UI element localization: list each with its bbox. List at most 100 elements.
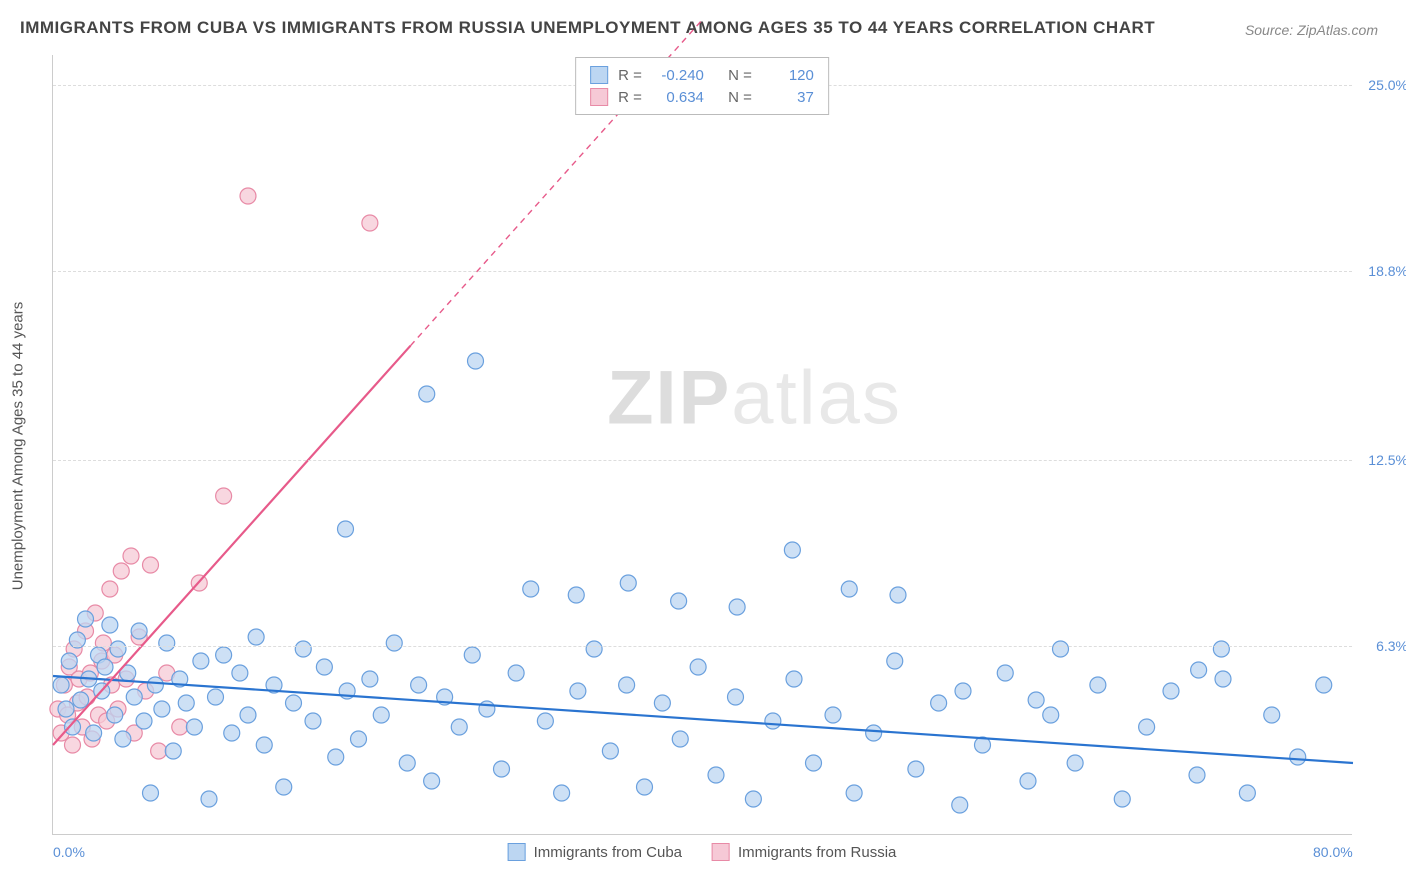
data-point: [523, 581, 539, 597]
data-point: [115, 731, 131, 747]
data-point: [276, 779, 292, 795]
data-point: [570, 683, 586, 699]
data-point: [316, 659, 332, 675]
y-tick-label: 18.8%: [1358, 263, 1406, 279]
data-point: [61, 653, 77, 669]
data-point: [419, 386, 435, 402]
data-point: [1215, 671, 1231, 687]
data-point: [806, 755, 822, 771]
y-axis-label: Unemployment Among Ages 35 to 44 years: [10, 302, 27, 591]
data-point: [690, 659, 706, 675]
data-point: [1114, 791, 1130, 807]
data-point: [147, 677, 163, 693]
y-tick-label: 6.3%: [1358, 638, 1406, 654]
data-point: [208, 689, 224, 705]
series-legend: Immigrants from Cuba Immigrants from Rus…: [508, 843, 897, 861]
plot-svg: [53, 55, 1352, 834]
data-point: [728, 689, 744, 705]
data-point: [908, 761, 924, 777]
data-point: [1043, 707, 1059, 723]
data-point: [468, 353, 484, 369]
data-point: [586, 641, 602, 657]
data-point: [102, 617, 118, 633]
data-point: [784, 542, 800, 558]
x-tick-label: 0.0%: [53, 844, 85, 860]
r-label: R =: [618, 67, 642, 84]
data-point: [362, 671, 378, 687]
data-point: [1264, 707, 1280, 723]
data-point: [53, 677, 69, 693]
data-point: [537, 713, 553, 729]
data-point: [143, 557, 159, 573]
data-point: [786, 671, 802, 687]
data-point: [955, 683, 971, 699]
data-point: [952, 797, 968, 813]
data-point: [1020, 773, 1036, 789]
n-value-russia: 37: [762, 89, 814, 106]
data-point: [201, 791, 217, 807]
data-point: [1163, 683, 1179, 699]
data-point: [73, 692, 89, 708]
data-point: [295, 641, 311, 657]
data-point: [654, 695, 670, 711]
chart-title: IMMIGRANTS FROM CUBA VS IMMIGRANTS FROM …: [20, 18, 1155, 38]
data-point: [97, 659, 113, 675]
data-point: [386, 635, 402, 651]
data-point: [216, 488, 232, 504]
data-point: [193, 653, 209, 669]
chart-area: ZIPatlas 6.3%12.5%18.8%25.0%0.0%80.0% R …: [52, 55, 1352, 835]
data-point: [165, 743, 181, 759]
data-point: [373, 707, 389, 723]
data-point: [65, 719, 81, 735]
data-point: [765, 713, 781, 729]
trend-line-russia-solid: [53, 346, 411, 745]
data-point: [619, 677, 635, 693]
data-point: [846, 785, 862, 801]
data-point: [494, 761, 510, 777]
data-point: [136, 713, 152, 729]
data-point: [216, 647, 232, 663]
n-label: N =: [728, 67, 752, 84]
stats-row-cuba: R = -0.240 N = 120: [590, 64, 814, 86]
data-point: [351, 731, 367, 747]
data-point: [1053, 641, 1069, 657]
data-point: [113, 563, 129, 579]
data-point: [825, 707, 841, 723]
data-point: [143, 785, 159, 801]
data-point: [745, 791, 761, 807]
y-tick-label: 12.5%: [1358, 452, 1406, 468]
data-point: [159, 635, 175, 651]
source-attribution: Source: ZipAtlas.com: [1245, 22, 1378, 38]
data-point: [286, 695, 302, 711]
data-point: [172, 719, 188, 735]
data-point: [232, 665, 248, 681]
data-point: [1028, 692, 1044, 708]
swatch-russia: [590, 88, 608, 106]
data-point: [554, 785, 570, 801]
data-point: [86, 725, 102, 741]
r-label: R =: [618, 89, 642, 106]
data-point: [224, 725, 240, 741]
data-point: [248, 629, 264, 645]
r-value-cuba: -0.240: [652, 67, 704, 84]
data-point: [1316, 677, 1332, 693]
data-point: [107, 707, 123, 723]
data-point: [178, 695, 194, 711]
data-point: [58, 701, 74, 717]
swatch-cuba: [590, 66, 608, 84]
legend-label-cuba: Immigrants from Cuba: [534, 844, 682, 861]
data-point: [186, 719, 202, 735]
data-point: [1090, 677, 1106, 693]
data-point: [637, 779, 653, 795]
data-point: [256, 737, 272, 753]
data-point: [1189, 767, 1205, 783]
data-point: [78, 611, 94, 627]
data-point: [890, 587, 906, 603]
data-point: [240, 707, 256, 723]
data-point: [708, 767, 724, 783]
stats-legend: R = -0.240 N = 120 R = 0.634 N = 37: [575, 57, 829, 115]
data-point: [305, 713, 321, 729]
swatch-cuba-bottom: [508, 843, 526, 861]
legend-item-cuba: Immigrants from Cuba: [508, 843, 682, 861]
n-value-cuba: 120: [762, 67, 814, 84]
